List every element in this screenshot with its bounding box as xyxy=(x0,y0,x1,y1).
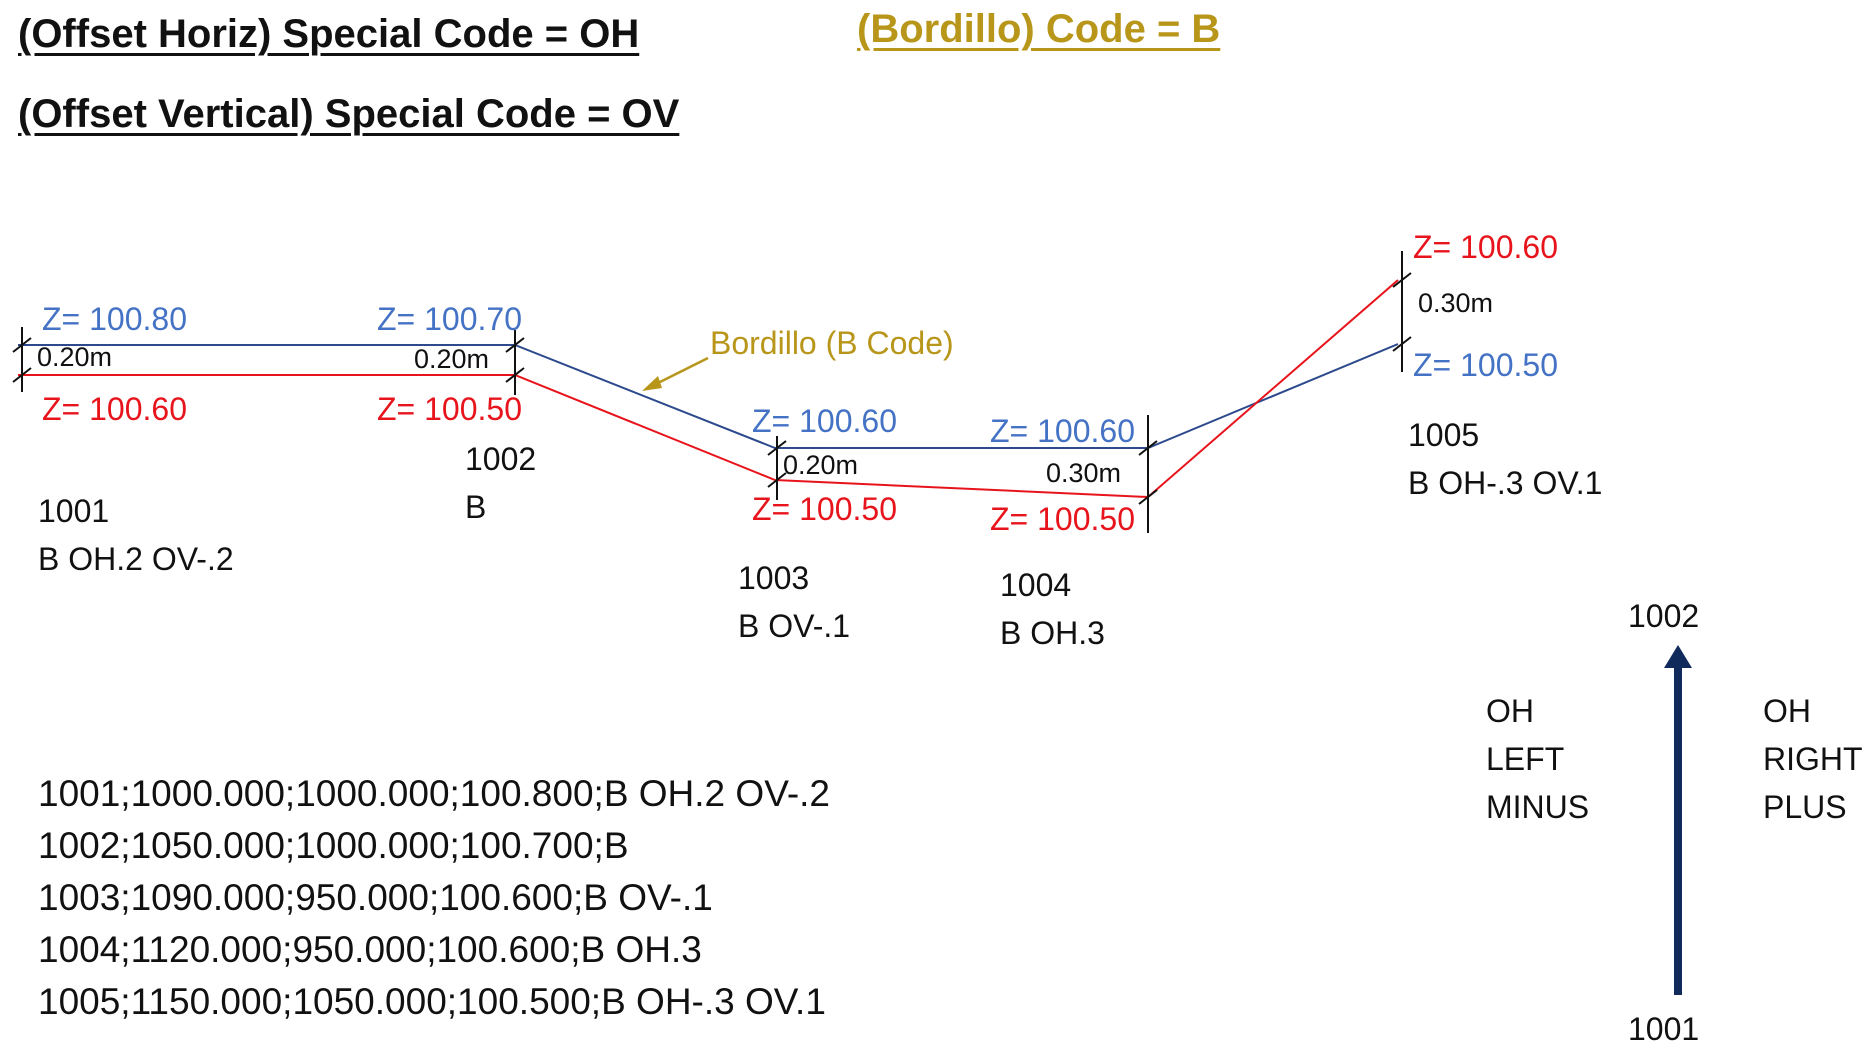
record-line: 1003;1090.000;950.000;100.600;B OV-.1 xyxy=(38,877,713,918)
point-code-1002: B xyxy=(465,489,486,525)
left-label-line2: LEFT xyxy=(1486,741,1564,777)
tick-1005-upper xyxy=(1392,336,1412,352)
z-lower-1001: Z= 100.60 xyxy=(42,391,187,427)
point-id-1004: 1004 xyxy=(1000,567,1071,603)
z-lower-1003: Z= 100.50 xyxy=(752,491,897,527)
point-code-1005: B OH-.3 OV.1 xyxy=(1408,465,1602,501)
record-line: 1001;1000.000;1000.000;100.800;B OH.2 OV… xyxy=(38,773,831,814)
right-label-line1: OH xyxy=(1763,693,1811,729)
offset-bars xyxy=(21,251,1403,533)
z-lower-1004: Z= 100.50 xyxy=(990,501,1135,537)
z-blue-1005: Z= 100.50 xyxy=(1413,347,1558,383)
tick-marks xyxy=(12,272,1412,505)
tick-1001-lower xyxy=(12,367,32,383)
point-id-1005: 1005 xyxy=(1408,417,1479,453)
right-label-line2: RIGHT xyxy=(1763,741,1863,777)
title-bordillo-code: (Bordillo) Code = B xyxy=(857,7,1221,51)
callout-label: Bordillo (B Code) xyxy=(710,325,954,361)
point-code-1004: B OH.3 xyxy=(1000,615,1105,651)
tick-1004-lower xyxy=(1138,489,1158,505)
tick-1001-upper xyxy=(12,337,32,353)
point-records: 1001;1000.000;1000.000;100.800;B OH.2 OV… xyxy=(38,768,830,1028)
right-label-line3: PLUS xyxy=(1763,789,1847,825)
z-red-1005: Z= 100.60 xyxy=(1413,229,1558,265)
record-line: 1005;1150.000;1050.000;100.500;B OH-.3 O… xyxy=(38,981,826,1022)
tick-1002-lower xyxy=(505,367,525,383)
offset-1004: 0.30m xyxy=(1046,458,1121,488)
upper-line xyxy=(18,343,1399,449)
title-offset-vertical: (Offset Vertical) Special Code = OV xyxy=(18,92,680,136)
z-lower-1002: Z= 100.50 xyxy=(377,391,522,427)
point-code-1003: B OV-.1 xyxy=(738,608,850,644)
direction-from-label: 1001 xyxy=(1628,1011,1699,1043)
point-code-1001: B OH.2 OV-.2 xyxy=(38,541,234,577)
z-upper-1001: Z= 100.80 xyxy=(42,301,187,337)
point-id-1003: 1003 xyxy=(738,560,809,596)
left-label-line1: OH xyxy=(1486,693,1534,729)
z-upper-1002: Z= 100.70 xyxy=(377,301,522,337)
tick-1004-upper xyxy=(1138,440,1158,456)
tick-1005-lower xyxy=(1392,272,1412,288)
z-upper-1004: Z= 100.60 xyxy=(990,413,1135,449)
offset-1001: 0.20m xyxy=(37,342,112,372)
record-line: 1002;1050.000;1000.000;100.700;B xyxy=(38,825,629,866)
direction-arrow-head xyxy=(1664,645,1692,668)
record-line: 1004;1120.000;950.000;100.600;B OH.3 xyxy=(38,929,702,970)
point-id-1002: 1002 xyxy=(465,441,536,477)
tick-1003-lower xyxy=(767,472,787,488)
offset-1005: 0.30m xyxy=(1418,288,1493,318)
z-upper-1003: Z= 100.60 xyxy=(752,403,897,439)
point-id-1001: 1001 xyxy=(38,493,109,529)
title-offset-horiz: (Offset Horiz) Special Code = OH xyxy=(18,12,640,56)
direction-to-label: 1002 xyxy=(1628,598,1699,634)
offset-1003: 0.20m xyxy=(783,450,858,480)
left-label-line3: MINUS xyxy=(1486,789,1589,825)
callout-arrowhead xyxy=(642,376,662,391)
lower-line xyxy=(18,279,1399,499)
offset-1002: 0.20m xyxy=(414,344,489,374)
tick-1003-upper xyxy=(767,440,787,456)
tick-1002-upper xyxy=(505,337,525,353)
